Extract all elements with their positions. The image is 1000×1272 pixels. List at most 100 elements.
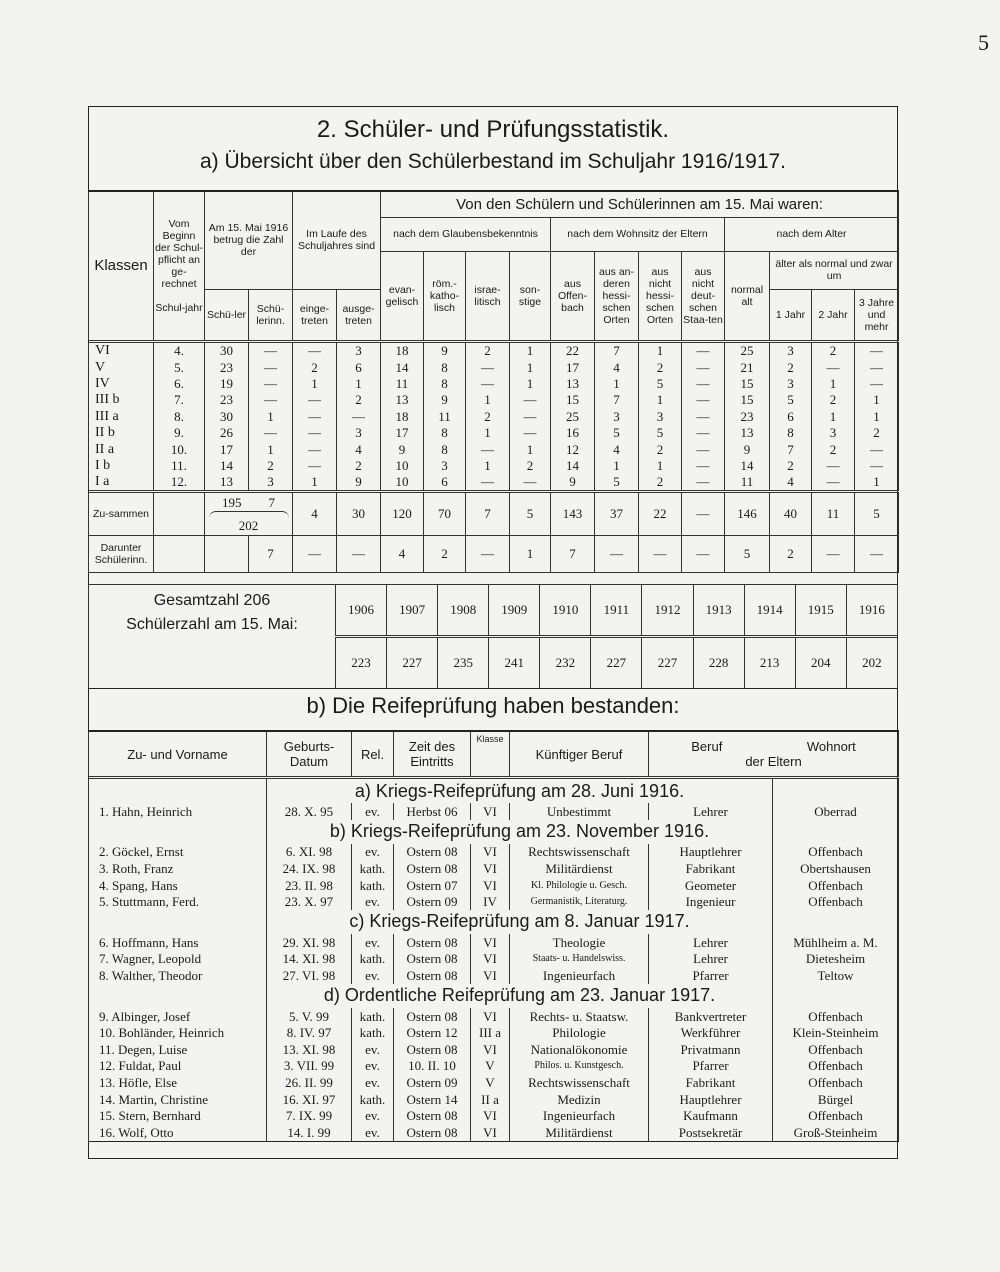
table-cell: 3 [638,408,683,425]
table-cell: 2 [854,424,900,441]
parent-profession: Werkführer [648,1024,773,1041]
entry-date: Ostern 08 [393,1123,471,1142]
header-andere: aus an-deren hessi-schen Orten [594,250,640,342]
religion: ev. [351,1074,394,1091]
table-cell: 9 [550,473,596,492]
gesamtzahl: Gesamtzahl 206 [153,592,271,609]
year-cell: 1911 [590,584,643,637]
entry-date: Ostern 14 [393,1090,471,1108]
zusammen-value: 37 [594,490,640,537]
class-row: II a 10. 17 1—4 9 8—1 12 4 2—9 7 2— [88,440,900,458]
future-profession: Militärdienst [509,1123,649,1142]
table-cell: 17 [380,424,425,441]
graduate-row: 15. Stern, Bernhard 7. IX. 99 ev. Ostern 08… [88,1107,900,1124]
table-cell: 14 [550,457,596,474]
table-cell: 5 [594,424,640,441]
birth-date: 14. XI. 98 [266,950,352,968]
zusammen-schuelerinn: 7 [268,494,276,510]
zusammen-value: 7 [465,490,511,537]
darunter-value: 2 [769,535,813,574]
graduate-row: 11. Degen, Luise 13. XI. 98 ev. Ostern 08 VI… [88,1040,900,1058]
entry-class: VI [470,1123,510,1142]
zusammen-total: 202 [238,517,259,533]
table-cell: 8 [423,358,467,376]
parent-residence: Offenbach [771,1057,900,1075]
graduate-name: 8. Walther, Theodor [88,967,267,984]
table-cell: 15 [724,391,771,409]
parent-residence: Offenbach [771,876,900,894]
table-cell: 1 [638,391,683,409]
darunter-value: 2 [423,535,467,574]
class-row: III a 8. 30 1— —18 11 2—25 3 3—23 6 1 1 [88,408,900,425]
table-cell: 6 [769,408,813,425]
table-cell: — [248,391,293,409]
table-cell: 11 [380,375,425,392]
religion: ev. [351,1123,394,1142]
count-cell: 202 [845,635,899,689]
table-cell: 14 [204,457,249,474]
parent-residence: Dietesheim [771,950,900,968]
parent-profession: Lehrer [648,950,773,968]
header-klasse: Klasse [470,730,510,779]
graduate-row: 2. Göckel, Ernst 6. XI. 98 ev. Ostern 08 VI R… [88,843,900,861]
empty-cell [153,535,205,574]
table-cell: 26 [204,424,249,441]
table-cell: 1 [594,375,640,392]
birth-date: 16. XI. 97 [266,1090,352,1108]
header-zeit: Zeit des Eintritts [393,730,471,779]
class-name: V [88,358,154,376]
birth-date: 26. II. 99 [266,1074,352,1091]
year-cell: 1907 [386,584,439,637]
exam-section-title: a) Kriegs-Reifeprüfung am 28. Juni 1916. [266,777,773,803]
darunter-value: — [594,535,640,574]
zusammen-value: 70 [423,490,467,537]
year-cell: 1908 [437,584,490,637]
future-profession: Rechts- u. Staatsw. [509,1007,649,1025]
table-cell: 1 [638,339,683,359]
count-cell: 235 [437,635,490,689]
table-cell: 10 [380,457,425,474]
entry-date: Ostern 08 [393,860,471,877]
exam-section-title-row: b) Kriegs-Reifeprüfung am 23. November 1… [88,819,900,844]
entry-class: V [470,1057,510,1075]
table-cell: — [292,391,337,409]
darunter-value: — [638,535,683,574]
table-cell: 30 [204,339,249,359]
graduate-row: 8. Walther, Theodor 27. VI. 98 ev. Ostern 0… [88,967,900,984]
entry-date: Ostern 08 [393,1007,471,1025]
year-cell: 1910 [539,584,592,637]
zusammen-value: 5 [854,490,900,537]
exam-section-title: c) Kriegs-Reifeprüfung am 8. Januar 1917… [266,909,773,934]
table-cell: 12. [153,473,205,492]
religion: ev. [351,1107,394,1124]
entry-date: Ostern 07 [393,876,471,894]
zusammen-value: 4 [292,490,337,537]
table-cell: 2 [248,457,293,474]
birth-date: 23. X. 97 [266,893,352,910]
table-cell: 1 [292,375,337,392]
table-cell: 3 [335,424,382,441]
header-beruf-eltern: Beruf [691,739,723,754]
parent-profession: Bankvertreter [648,1007,773,1025]
entry-date: Ostern 09 [393,1074,471,1091]
exam-section-title-row: c) Kriegs-Reifeprüfung am 8. Januar 1917… [88,909,900,934]
entry-class: VI [470,967,510,984]
table-cell: — [854,339,900,359]
year-cell: 1913 [692,584,745,637]
future-profession: Militärdienst [509,860,649,877]
table-cell: 2 [335,391,382,409]
table-cell: — [509,424,552,441]
table-cell: 5 [638,424,683,441]
count-cell: 228 [692,635,745,689]
table-cell: 7 [594,391,640,409]
header-rel: Rel. [351,730,394,779]
entry-class: VI [470,950,510,968]
graduate-row: 13. Höfle, Else 26. II. 99 ev. Ostern 09 V Re… [88,1074,900,1091]
parent-profession: Geometer [648,876,773,894]
table-cell: 2 [465,339,511,359]
table-cell: — [465,375,511,392]
entry-date: Ostern 08 [393,1107,471,1124]
header-laufe: Im Laufe des Schuljahres sind [291,190,382,290]
table-cell: 7. [153,391,205,409]
header-beruf: Künftiger Beruf [509,730,649,779]
